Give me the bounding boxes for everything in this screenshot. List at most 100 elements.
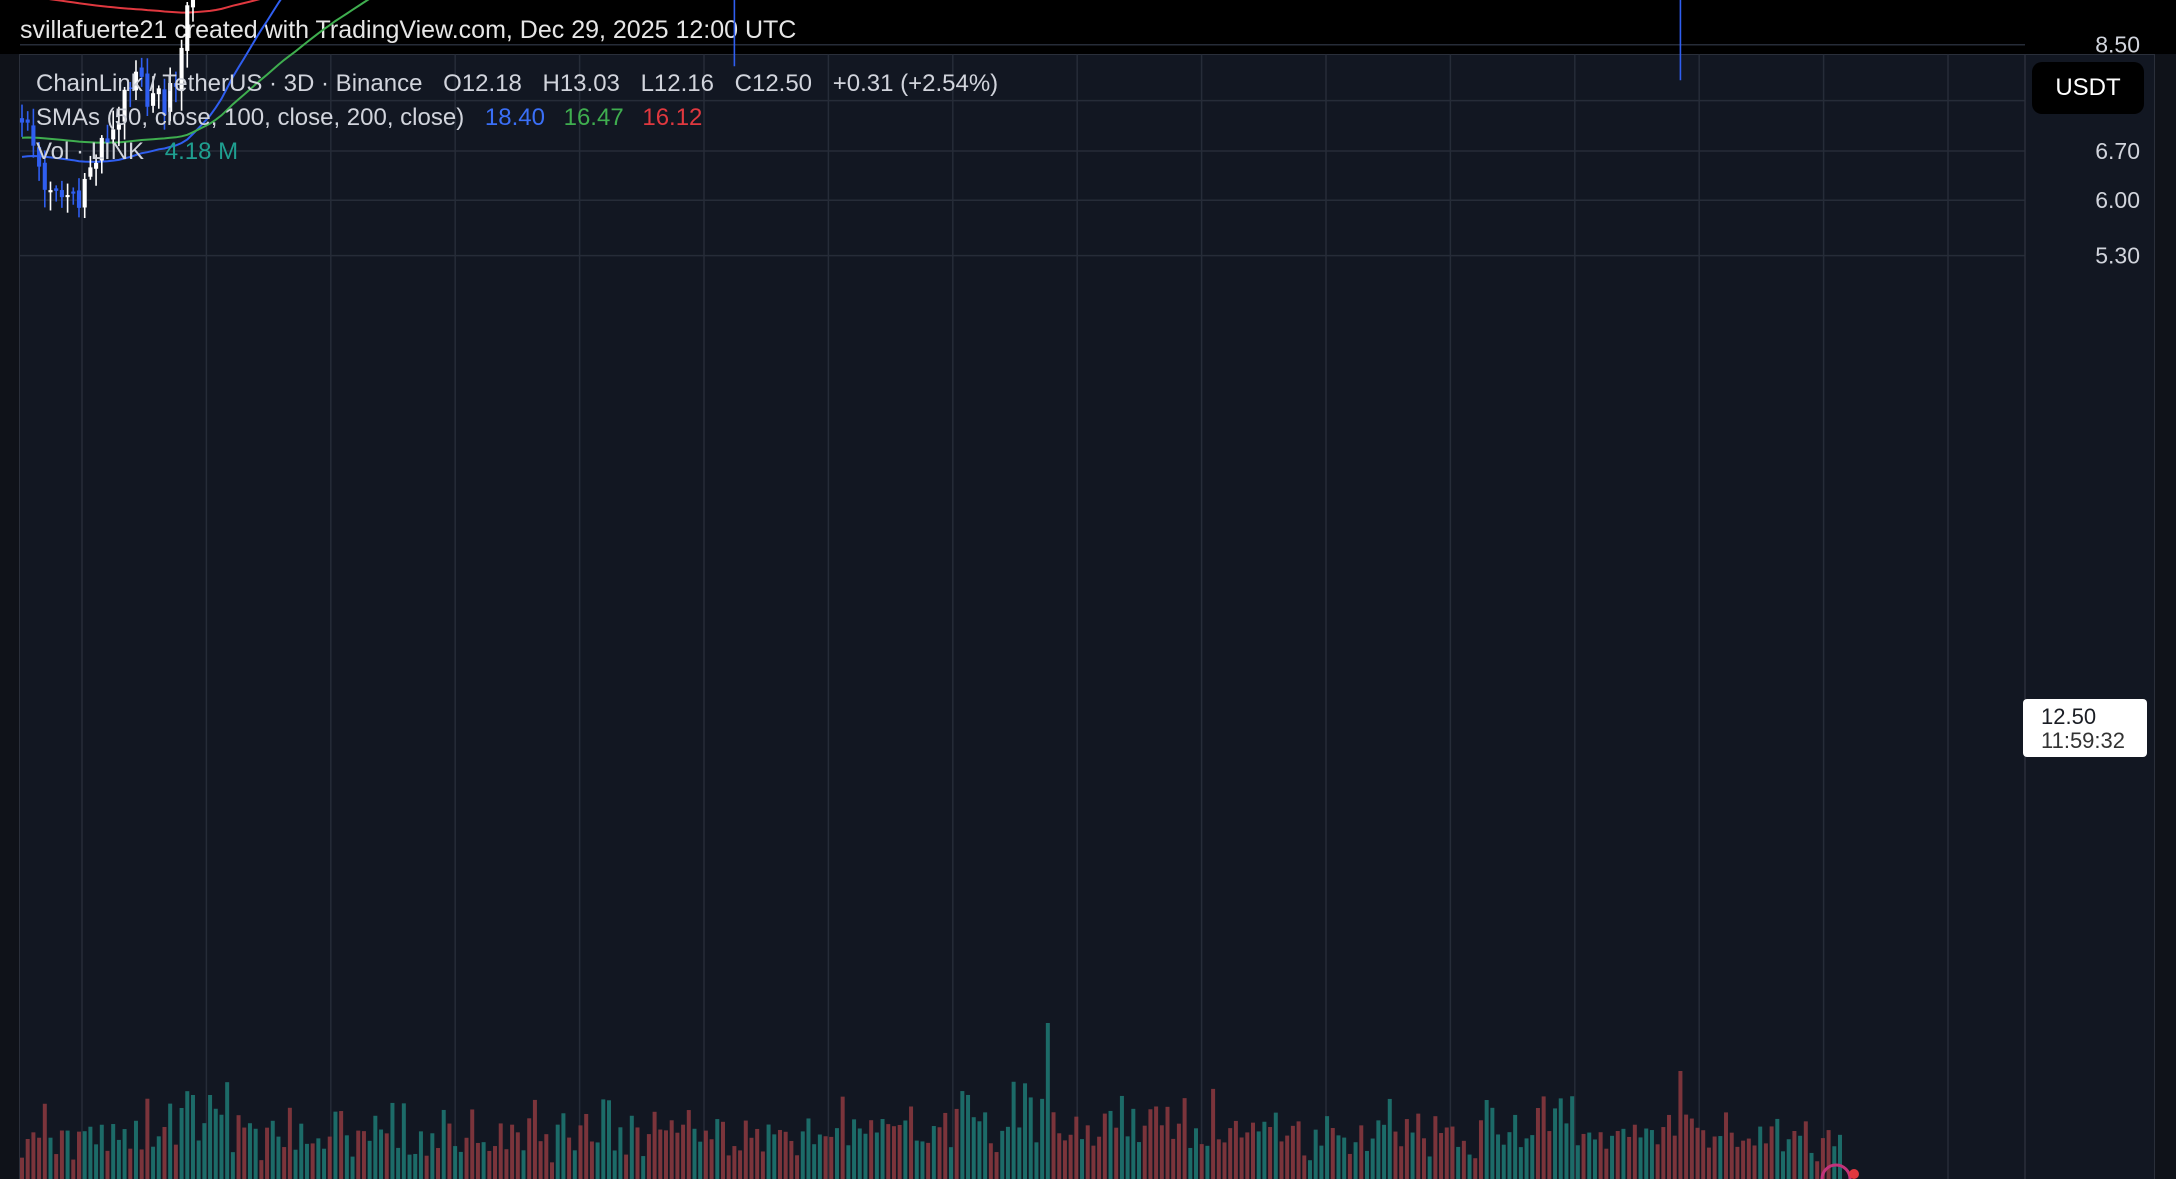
volume-bar	[316, 1138, 321, 1179]
volume-bar	[487, 1150, 492, 1179]
volume-bar	[470, 1109, 475, 1179]
volume-bar	[948, 1147, 953, 1179]
volume-bar	[1182, 1098, 1187, 1179]
volume-bars	[20, 1023, 1842, 1179]
volume-bar	[1558, 1098, 1563, 1179]
volume-bar	[1176, 1123, 1181, 1179]
volume-bar	[1535, 1107, 1540, 1179]
volume-bar	[1188, 1147, 1193, 1179]
volume-bar	[834, 1128, 839, 1179]
corner-marker	[1820, 1163, 1859, 1179]
volume-bar	[1490, 1107, 1495, 1179]
volume-bar	[299, 1123, 304, 1179]
volume-bar	[550, 1162, 555, 1179]
candle-body	[128, 87, 133, 89]
volume-bar	[65, 1130, 70, 1179]
volume-bar	[31, 1132, 36, 1179]
volume-bar	[789, 1140, 794, 1179]
chart-panel[interactable]	[19, 54, 2155, 1179]
volume-bar	[1268, 1127, 1273, 1179]
volume-bar	[270, 1120, 275, 1179]
chart-grid	[20, 43, 2026, 1179]
volume-bar	[891, 1126, 896, 1179]
volume-bar	[994, 1152, 999, 1179]
volume-bar	[1530, 1135, 1535, 1179]
volume-bar	[1154, 1106, 1159, 1179]
volume-bar	[960, 1091, 965, 1179]
volume-bar	[1273, 1112, 1278, 1179]
volume-bar	[1649, 1130, 1654, 1179]
volume-bar	[219, 1114, 224, 1179]
volume-bar	[874, 1132, 879, 1179]
volume-bar	[1091, 1145, 1096, 1179]
symbol-label[interactable]: ChainLink / TetherUS · 3D · Binance	[36, 70, 423, 97]
volume-bar	[1467, 1154, 1472, 1179]
volume-bar	[413, 1153, 418, 1179]
open-value: O12.18	[443, 70, 522, 97]
volume-bar	[1005, 1126, 1010, 1179]
volume-bar	[1701, 1130, 1706, 1179]
alert-arc-icon	[1820, 1163, 1852, 1179]
volume-bar	[253, 1128, 258, 1179]
volume-bar	[1587, 1132, 1592, 1179]
volume-bar	[703, 1130, 708, 1179]
candle-body	[42, 162, 47, 190]
volume-bar	[1667, 1114, 1672, 1179]
volume-bar	[1028, 1097, 1033, 1179]
volume-bar	[424, 1155, 429, 1179]
volume-bar	[1296, 1121, 1301, 1179]
volume-bar	[937, 1127, 942, 1179]
candle-body	[94, 162, 99, 169]
volume-bar	[1621, 1128, 1626, 1179]
volume-bar	[99, 1124, 104, 1179]
current-price-value: 12.50	[2041, 704, 2097, 729]
volume-bar	[795, 1155, 800, 1179]
volume-bar	[190, 1095, 195, 1179]
volume-bar	[396, 1147, 401, 1179]
volume-bar	[458, 1151, 463, 1179]
volume-bar	[1364, 1150, 1369, 1179]
candle-body	[156, 88, 161, 95]
volume-bar	[133, 1120, 138, 1179]
volume-bar	[475, 1142, 480, 1179]
volume-bar	[390, 1102, 395, 1179]
volume-bar	[1410, 1132, 1415, 1179]
volume-bar	[914, 1140, 919, 1179]
volume-bar	[139, 1149, 144, 1179]
volume-bar	[322, 1148, 327, 1179]
volume-bar	[276, 1136, 281, 1179]
volume-bar	[441, 1109, 446, 1179]
volume-bar	[1792, 1130, 1797, 1179]
volume-bar	[846, 1145, 851, 1179]
volume-bar	[926, 1142, 931, 1179]
volume-bar	[1598, 1132, 1603, 1179]
candle-body	[65, 195, 70, 198]
candle-body	[151, 93, 156, 106]
candle-body	[139, 67, 144, 77]
volume-bar	[1564, 1123, 1569, 1179]
volume-bar	[1752, 1145, 1757, 1179]
volume-bar	[988, 1143, 993, 1179]
volume-bar	[920, 1141, 925, 1179]
volume-bar	[1114, 1127, 1119, 1179]
candle-body	[82, 178, 87, 208]
volume-bar	[367, 1140, 372, 1179]
volume-bar	[669, 1120, 674, 1179]
volume-bar	[481, 1142, 486, 1179]
currency-button[interactable]: USDT	[2032, 62, 2144, 114]
price-axis: 5.306.006.707.508.5010.0011.5013.0015.00…	[2095, 32, 2140, 269]
price-tick-label: 6.70	[2095, 138, 2140, 164]
volume-bar	[572, 1150, 577, 1179]
volume-bar	[1131, 1108, 1136, 1179]
volume-bar	[812, 1144, 817, 1179]
volume-bar	[1672, 1135, 1677, 1179]
volume-label[interactable]: Vol · LINK	[36, 138, 145, 165]
sma-label[interactable]: SMAs (50, close, 100, close, 200, close)	[36, 104, 465, 131]
volume-bar	[578, 1125, 583, 1179]
volume-bar	[1575, 1145, 1580, 1179]
volume-bar	[1256, 1131, 1261, 1179]
candle-body	[111, 129, 116, 140]
volume-bar	[1769, 1126, 1774, 1179]
volume-bar	[538, 1141, 543, 1179]
